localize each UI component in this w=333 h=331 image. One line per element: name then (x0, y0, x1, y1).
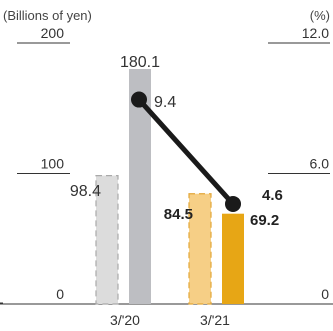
line-series (131, 91, 241, 212)
line-segment (136, 97, 236, 207)
bar (188, 193, 212, 305)
bar (129, 68, 151, 304)
bar-value-label: 69.2 (250, 212, 279, 229)
left-tick-label: 0 (56, 286, 64, 302)
line-point (225, 195, 241, 212)
left-tick-label: 100 (41, 156, 65, 172)
right-axis-unit-label: (%) (310, 8, 330, 23)
line-value-label: 4.6 (262, 187, 283, 204)
right-tick-label: 0 (321, 286, 329, 302)
axes: (Billions of yen) (%) 0 100 200 0 6.0 12.0 3/'20… (0, 8, 333, 328)
category-label: 3/'20 (110, 312, 140, 328)
left-axis-unit-label: (Billions of yen) (3, 8, 92, 23)
line-point (131, 91, 147, 108)
bar (95, 174, 119, 305)
bars (95, 68, 244, 305)
bar-value-label: 84.5 (164, 206, 193, 223)
right-tick-label: 6.0 (310, 156, 330, 172)
line-value-label: 9.4 (154, 94, 176, 111)
bar (222, 213, 244, 304)
category-label: 3/'21 (200, 312, 230, 328)
right-tick-label: 12.0 (302, 25, 329, 41)
bar-value-label: 98.4 (70, 183, 101, 200)
data-labels: 98.4 180.1 9.4 84.5 69.2 4.6 (70, 54, 283, 229)
bar-value-label: 180.1 (120, 54, 160, 71)
left-tick-label: 200 (41, 25, 65, 41)
